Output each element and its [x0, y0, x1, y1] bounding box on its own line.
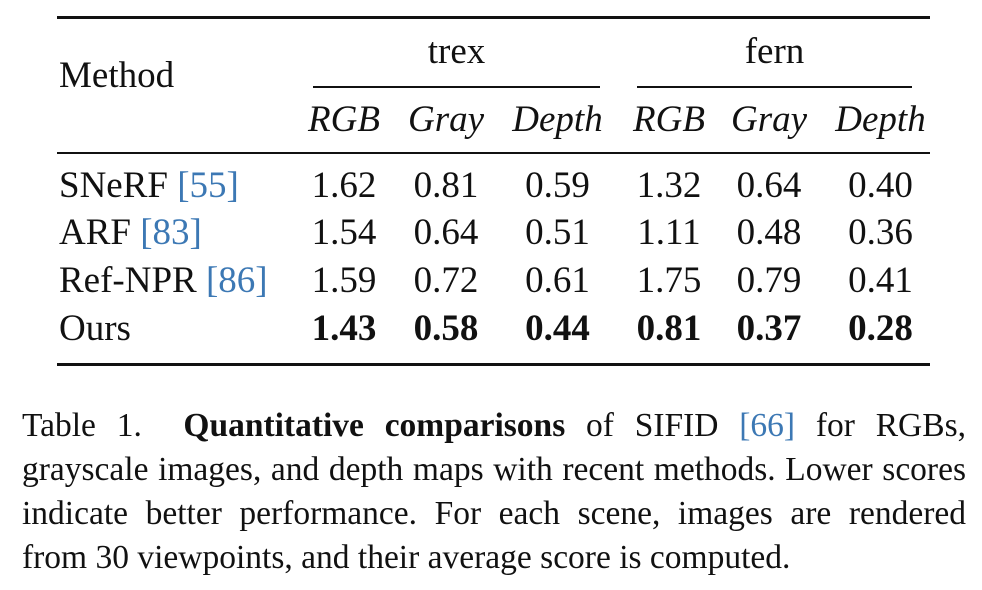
table-cell: 0.59	[525, 165, 590, 206]
table-cell: 1.59	[311, 260, 377, 301]
table-row-method: Ref-NPR [86]	[59, 261, 268, 301]
table-cell-best: 0.58	[413, 308, 479, 349]
table-cell: 0.61	[525, 260, 590, 301]
table-cell: 0.51	[525, 212, 590, 253]
subcolumn-header-fern-depth: Depth	[835, 99, 926, 140]
table-row-method: Ours	[59, 309, 131, 349]
caption-label: Table 1.	[22, 407, 142, 444]
citation-link[interactable]: [86]	[205, 260, 268, 301]
table-cell: 0.64	[413, 212, 479, 253]
citation-link[interactable]: [66]	[739, 407, 796, 444]
method-column-header: Method	[59, 55, 175, 96]
fern-group-rule	[637, 86, 912, 88]
method-name: Ours	[59, 308, 131, 349]
table-cell: 1.75	[636, 260, 702, 301]
table-cell: 0.81	[413, 165, 479, 206]
method-name: Ref-NPR	[59, 260, 206, 301]
table-cell-best: 0.44	[525, 308, 590, 349]
table-cell: 1.32	[636, 165, 702, 206]
table-row-method: ARF [83]	[59, 213, 202, 253]
subcolumn-header-trex-rgb: RGB	[308, 99, 380, 140]
table-cell: 1.11	[637, 212, 701, 253]
caption-text: for RGBs, grayscale images, and depth ma…	[22, 407, 966, 576]
table-cell-best: 0.81	[636, 308, 702, 349]
method-name: ARF	[59, 212, 141, 253]
group-header-fern: fern	[744, 31, 805, 72]
subcolumn-header-fern-rgb: RGB	[633, 99, 705, 140]
table-cell: 0.40	[848, 165, 913, 206]
subcolumn-header-trex-depth: Depth	[512, 99, 603, 140]
table-cell: 0.36	[848, 212, 913, 253]
subcolumn-header-trex-gray: Gray	[407, 99, 485, 140]
table-cell: 0.48	[736, 212, 802, 253]
table-bottom-rule	[57, 363, 930, 366]
table-cell: 0.72	[413, 260, 479, 301]
table-cell-best: 0.28	[848, 308, 913, 349]
table-row-method: SNeRF [55]	[59, 166, 239, 206]
table-cell-best: 0.37	[736, 308, 802, 349]
table-cell: 1.54	[311, 212, 377, 253]
citation-link[interactable]: [83]	[140, 212, 202, 253]
caption-text: of SIFID	[565, 407, 740, 444]
citation-link[interactable]: [55]	[177, 165, 239, 206]
table-cell: 0.79	[736, 260, 802, 301]
table-top-rule	[57, 16, 930, 19]
trex-group-rule	[313, 86, 600, 88]
table-header-rule	[57, 152, 930, 154]
group-header-trex: trex	[427, 31, 486, 72]
table-caption: Table 1. Quantitative comparisons of SIF…	[22, 404, 966, 580]
table-cell: 1.62	[311, 165, 377, 206]
table-cell: 0.41	[848, 260, 913, 301]
table-cell: 0.64	[736, 165, 802, 206]
table-cell-best: 1.43	[311, 308, 377, 349]
subcolumn-header-fern-gray: Gray	[730, 99, 808, 140]
caption-bold-phrase: Quantitative comparisons	[183, 407, 566, 444]
method-name: SNeRF	[59, 165, 178, 206]
